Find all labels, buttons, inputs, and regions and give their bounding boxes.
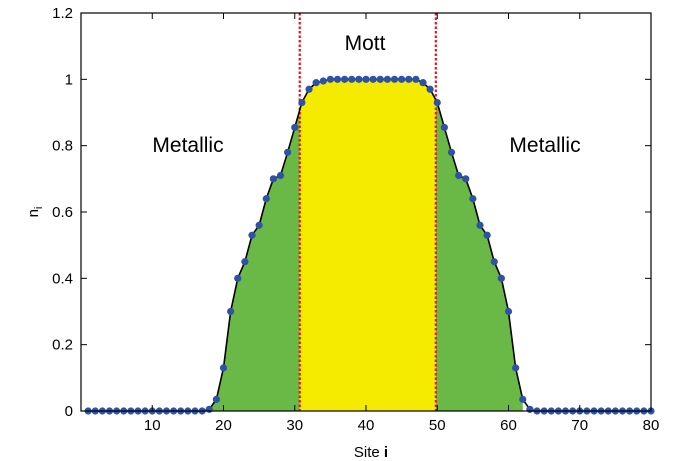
data-point bbox=[440, 123, 448, 132]
data-point bbox=[383, 75, 391, 83]
data-point bbox=[205, 405, 213, 413]
data-point bbox=[433, 98, 441, 107]
x-axis-label-prefix: Site bbox=[354, 444, 384, 461]
data-point bbox=[497, 274, 505, 282]
data-point bbox=[255, 221, 263, 229]
x-tick-label: 70 bbox=[571, 417, 588, 434]
x-tick-label: 50 bbox=[429, 417, 446, 434]
x-tick-label: 80 bbox=[643, 417, 660, 434]
data-point bbox=[504, 307, 513, 316]
x-axis-label: Site i bbox=[354, 444, 388, 461]
data-point bbox=[390, 75, 399, 83]
region-label-mott: Mott bbox=[345, 32, 386, 55]
region-fill-0 bbox=[209, 110, 300, 411]
y-tick-label: 0.4 bbox=[52, 270, 73, 287]
data-point bbox=[291, 123, 299, 132]
data-point bbox=[348, 75, 356, 83]
y-tick-label: 0 bbox=[65, 403, 73, 420]
x-tick-label: 40 bbox=[358, 417, 375, 434]
data-point bbox=[333, 75, 342, 83]
y-axis-label-sub: i bbox=[33, 207, 45, 209]
data-point bbox=[369, 75, 377, 83]
data-point bbox=[326, 75, 334, 83]
data-point bbox=[227, 307, 235, 316]
data-point bbox=[512, 364, 520, 372]
data-point bbox=[476, 221, 484, 229]
data-point bbox=[483, 231, 491, 239]
y-tick-label: 1.2 bbox=[52, 5, 73, 22]
data-point bbox=[219, 364, 228, 372]
data-point bbox=[376, 75, 384, 83]
region-fill-1 bbox=[299, 79, 436, 411]
data-point bbox=[405, 75, 413, 83]
y-axis-label: ni bbox=[25, 207, 45, 218]
data-point bbox=[490, 258, 498, 266]
x-tick-label: 30 bbox=[286, 417, 303, 434]
data-point bbox=[284, 148, 292, 156]
data-point bbox=[412, 75, 420, 83]
data-point bbox=[469, 195, 477, 203]
data-point bbox=[398, 75, 406, 83]
region-boundaries bbox=[298, 13, 437, 411]
region-label-metallic: Metallic bbox=[152, 134, 223, 157]
data-point bbox=[305, 85, 313, 93]
data-point bbox=[212, 395, 220, 403]
data-point bbox=[234, 274, 242, 282]
data-point bbox=[519, 395, 527, 403]
data-point bbox=[248, 231, 256, 239]
data-point bbox=[447, 148, 456, 156]
y-tick-label: 1 bbox=[65, 71, 73, 88]
data-point bbox=[462, 175, 470, 183]
data-point bbox=[341, 75, 349, 83]
data-point bbox=[312, 79, 320, 87]
x-tick-label: 60 bbox=[500, 417, 517, 434]
axis-ticks: 10 20 30 40 50 60 70 80 0 0.2 0.4 0.6 0.8 1 1.2 bbox=[52, 5, 659, 434]
y-tick-label: 0.2 bbox=[52, 337, 73, 354]
region-label-metallic: Metallic bbox=[509, 134, 580, 157]
data-point bbox=[276, 171, 285, 180]
y-axis-label-base: n bbox=[25, 209, 42, 217]
data-point bbox=[269, 175, 277, 183]
data-point bbox=[455, 171, 463, 180]
data-point bbox=[355, 75, 363, 83]
data-point bbox=[426, 85, 434, 93]
y-tick-label: 0.8 bbox=[52, 138, 73, 155]
data-point bbox=[319, 77, 327, 85]
x-tick-label: 10 bbox=[144, 417, 161, 434]
data-point bbox=[241, 258, 249, 266]
x-axis-label-var: i bbox=[384, 444, 388, 461]
data-point bbox=[419, 79, 427, 87]
data-point bbox=[298, 98, 306, 107]
data-point bbox=[526, 405, 534, 413]
region-fills bbox=[209, 79, 523, 411]
data-point bbox=[362, 75, 370, 83]
x-tick-label: 20 bbox=[215, 417, 232, 434]
region-labels: Metallic Mott Metallic bbox=[152, 32, 580, 157]
y-tick-label: 0.6 bbox=[52, 204, 73, 221]
data-point bbox=[262, 195, 270, 203]
